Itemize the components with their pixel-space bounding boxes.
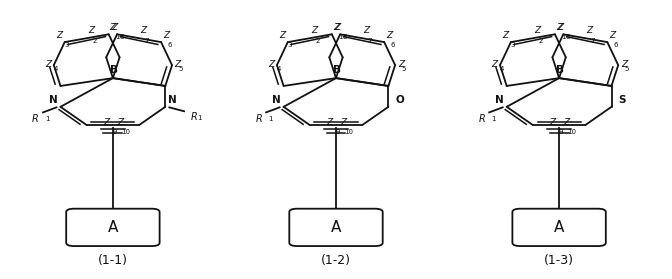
Text: A: A — [554, 220, 564, 235]
Text: Z: Z — [534, 27, 540, 35]
Text: Z: Z — [398, 59, 404, 69]
Text: Z: Z — [268, 59, 274, 69]
Text: 1: 1 — [491, 116, 496, 122]
Text: Z: Z — [140, 27, 146, 35]
Text: 4: 4 — [54, 66, 58, 72]
Text: 5: 5 — [179, 66, 183, 72]
Text: Z: Z — [340, 118, 346, 127]
Text: B: B — [110, 65, 118, 75]
Text: 6: 6 — [614, 42, 618, 48]
Text: B: B — [333, 65, 341, 75]
Text: 2: 2 — [538, 38, 543, 44]
Text: 10: 10 — [344, 129, 353, 135]
Text: Z: Z — [549, 118, 555, 127]
Text: Z: Z — [279, 31, 285, 40]
Text: Z: Z — [386, 31, 392, 40]
Text: Z: Z — [110, 23, 116, 32]
Text: R: R — [255, 114, 262, 124]
Text: Z: Z — [175, 59, 181, 69]
Text: (1-2): (1-2) — [321, 254, 351, 267]
Text: Z: Z — [111, 23, 117, 32]
Text: 1: 1 — [268, 116, 273, 122]
Text: 2: 2 — [315, 38, 320, 44]
Text: 6: 6 — [390, 42, 394, 48]
Text: Z: Z — [163, 31, 169, 40]
Text: N: N — [495, 95, 504, 105]
Text: Z: Z — [364, 27, 370, 35]
Text: S: S — [618, 95, 626, 105]
Text: Z: Z — [326, 118, 332, 127]
Text: Z: Z — [610, 31, 616, 40]
Text: Z: Z — [334, 23, 340, 32]
Text: 4: 4 — [500, 66, 505, 72]
Text: 1: 1 — [561, 34, 565, 40]
Text: R: R — [32, 114, 39, 124]
Text: Z: Z — [103, 118, 109, 127]
FancyBboxPatch shape — [66, 209, 160, 246]
Text: 8: 8 — [342, 34, 347, 40]
Text: 8: 8 — [565, 34, 570, 40]
Text: 7: 7 — [591, 38, 595, 44]
Text: Z: Z — [45, 59, 51, 69]
FancyBboxPatch shape — [512, 209, 606, 246]
Text: 1: 1 — [115, 34, 119, 40]
Text: 6: 6 — [167, 42, 171, 48]
Text: 9: 9 — [112, 129, 117, 135]
Text: 3: 3 — [288, 42, 292, 48]
Text: (1-1): (1-1) — [98, 254, 128, 267]
Text: 8: 8 — [119, 34, 124, 40]
Text: N: N — [272, 95, 281, 105]
Text: N: N — [168, 95, 177, 105]
Text: 7: 7 — [368, 38, 372, 44]
Text: A: A — [108, 220, 118, 235]
Text: Z: Z — [587, 27, 593, 35]
Text: 9: 9 — [558, 129, 563, 135]
Text: Z: Z — [556, 23, 562, 32]
FancyBboxPatch shape — [289, 209, 383, 246]
Text: Z: Z — [88, 27, 94, 35]
Text: Z: Z — [557, 23, 563, 32]
Text: Z: Z — [333, 23, 339, 32]
Text: 1: 1 — [197, 115, 202, 121]
Text: Z: Z — [491, 59, 497, 69]
Text: 5: 5 — [402, 66, 406, 72]
Text: R: R — [191, 112, 198, 122]
Text: 10: 10 — [121, 129, 130, 135]
Text: Z: Z — [117, 118, 123, 127]
Text: Z: Z — [56, 31, 62, 40]
Text: (1-3): (1-3) — [544, 254, 574, 267]
Text: Z: Z — [311, 27, 317, 35]
Text: 1: 1 — [338, 34, 342, 40]
Text: 10: 10 — [567, 129, 576, 135]
Text: Z: Z — [502, 31, 508, 40]
Text: Z: Z — [563, 118, 569, 127]
Text: 3: 3 — [511, 42, 515, 48]
Text: B: B — [556, 65, 564, 75]
Text: N: N — [49, 95, 58, 105]
Text: O: O — [395, 95, 404, 105]
Text: R: R — [478, 114, 485, 124]
Text: Z: Z — [621, 59, 627, 69]
Text: 1: 1 — [45, 116, 50, 122]
Text: 2: 2 — [92, 38, 97, 44]
Text: 7: 7 — [144, 38, 149, 44]
Text: 5: 5 — [625, 66, 629, 72]
Text: 4: 4 — [277, 66, 282, 72]
Text: 9: 9 — [335, 129, 340, 135]
Text: 3: 3 — [65, 42, 69, 48]
Text: A: A — [331, 220, 341, 235]
